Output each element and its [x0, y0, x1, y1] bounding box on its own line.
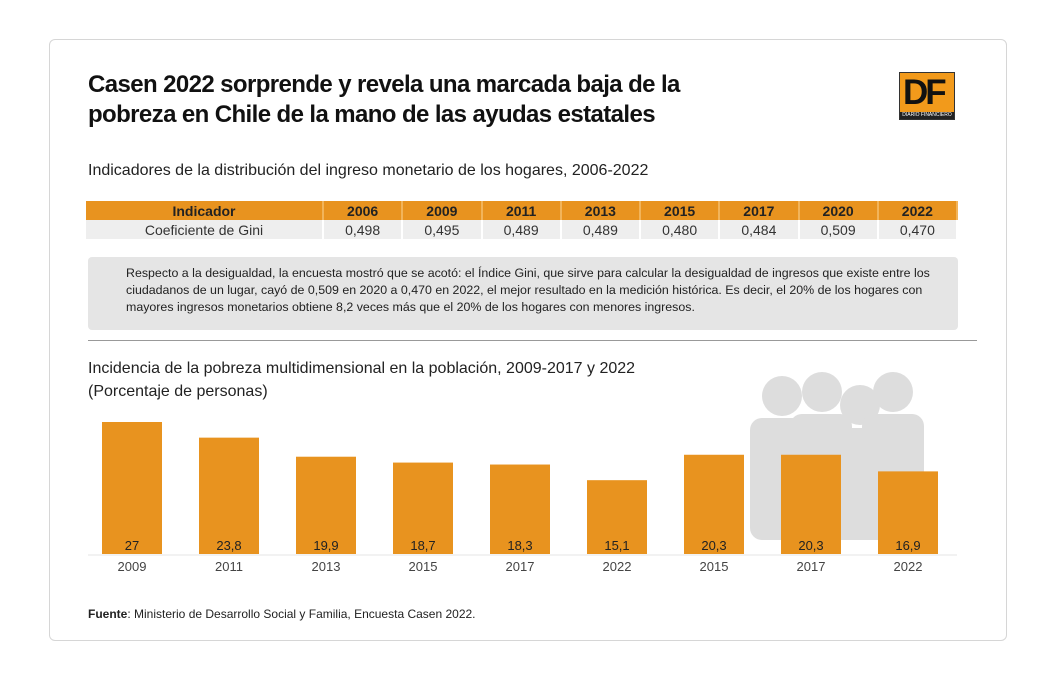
logo-text: DF — [903, 73, 947, 112]
table-cell: 0,470 — [877, 220, 959, 239]
source-note: Fuente: Ministerio de Desarrollo Social … — [88, 607, 476, 621]
bar — [781, 454, 841, 554]
column-header: 2009 — [402, 201, 483, 220]
data-label: 20,3 — [798, 538, 823, 553]
chart-title: Incidencia de la pobreza multidimensiona… — [88, 357, 635, 403]
data-label: 20,3 — [701, 538, 726, 553]
table-title: Indicadores de la distribución del ingre… — [88, 162, 649, 179]
page-title: Casen 2022 sorprende y revela una marcad… — [88, 71, 680, 128]
data-label: 27 — [125, 538, 139, 553]
row-label: Coeficiente de Gini — [86, 220, 324, 239]
x-tick-label: 2009 — [118, 559, 147, 574]
source-text: : Ministerio de Desarrollo Social y Fami… — [127, 607, 476, 621]
column-header: Indicador — [86, 201, 324, 220]
column-header: 2011 — [481, 201, 562, 220]
table-cell: 0,495 — [402, 220, 483, 239]
table-header-row: Indicador 2006 2009 2011 2013 2015 2017 2020 202… — [86, 201, 959, 220]
column-header: 2013 — [560, 201, 642, 220]
table-cell: 0,489 — [560, 220, 642, 239]
x-tick-label: 2015 — [700, 559, 729, 574]
table-cell: 0,498 — [323, 220, 404, 239]
data-label: 23,8 — [216, 538, 241, 553]
x-tick-label: 2011 — [215, 559, 243, 574]
bar — [296, 456, 356, 554]
gini-table: Indicador 2006 2009 2011 2013 2015 2017 2020 202… — [86, 201, 959, 239]
column-header: 2020 — [798, 201, 879, 220]
bar — [878, 471, 938, 554]
table-cell: 0,484 — [719, 220, 800, 239]
x-tick-label: 2013 — [312, 559, 341, 574]
x-tick-label: 2022 — [894, 559, 923, 574]
divider — [88, 340, 977, 341]
source-label: Fuente — [88, 607, 128, 621]
x-tick-label: 2017 — [506, 559, 535, 574]
bar — [393, 462, 453, 554]
data-label: 18,3 — [507, 538, 532, 553]
bar — [102, 422, 162, 554]
note-box: Respecto a la desigualdad, la encuesta m… — [88, 257, 958, 330]
bar — [490, 464, 550, 554]
column-header: 2006 — [323, 201, 404, 220]
bar — [199, 437, 259, 554]
data-label: 19,9 — [313, 538, 338, 553]
x-tick-label: 2022 — [603, 559, 632, 574]
column-header: 2022 — [877, 201, 959, 220]
x-tick-label: 2015 — [409, 559, 438, 574]
logo-subtext: DIARIO FINANCIERO — [900, 112, 954, 119]
bar — [587, 480, 647, 554]
df-logo: DF DIARIO FINANCIERO — [899, 72, 955, 120]
data-label: 16,9 — [895, 538, 920, 553]
x-tick-label: 2017 — [797, 559, 826, 574]
table-cell: 0,489 — [481, 220, 562, 239]
bar — [684, 454, 744, 554]
table-row: Coeficiente de Gini 0,498 0,495 0,489 0,489 0… — [86, 220, 959, 239]
table-cell: 0,509 — [798, 220, 879, 239]
chart-subtitle: (Porcentaje de personas) — [88, 383, 268, 400]
column-header: 2015 — [640, 201, 721, 220]
data-label: 15,1 — [604, 538, 629, 553]
column-header: 2017 — [719, 201, 800, 220]
chart-title-text: Incidencia de la pobreza multidimensiona… — [88, 360, 636, 377]
data-label: 18,7 — [410, 538, 435, 553]
table-cell: 0,480 — [640, 220, 721, 239]
